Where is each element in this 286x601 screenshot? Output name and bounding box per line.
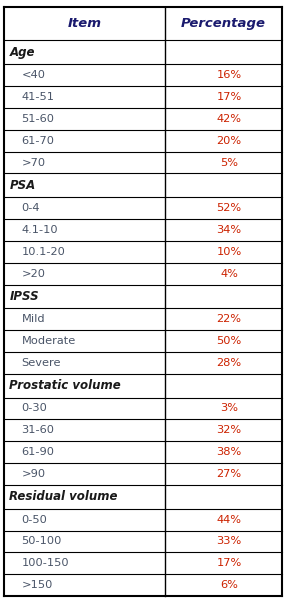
Text: <40: <40 [21,70,45,80]
Text: 100-150: 100-150 [21,558,69,569]
Text: 0-50: 0-50 [21,514,47,525]
Text: 20%: 20% [217,136,242,145]
Text: 52%: 52% [217,203,242,213]
Text: 17%: 17% [217,92,242,102]
Text: >70: >70 [21,157,45,168]
Text: 50-100: 50-100 [21,537,62,546]
Text: 31-60: 31-60 [21,426,54,435]
Text: Residual volume: Residual volume [9,490,118,504]
Text: 50%: 50% [217,336,242,346]
Text: 33%: 33% [217,537,242,546]
Text: 6%: 6% [220,580,238,590]
Text: 10.1-20: 10.1-20 [21,247,65,257]
Text: Prostatic volume: Prostatic volume [9,379,121,392]
Text: 17%: 17% [217,558,242,569]
Text: 4.1-10: 4.1-10 [21,225,58,235]
Text: >20: >20 [21,269,45,279]
Text: 22%: 22% [217,314,242,324]
Text: PSA: PSA [9,179,36,192]
Text: 32%: 32% [217,426,242,435]
Text: 51-60: 51-60 [21,114,54,124]
Text: 61-90: 61-90 [21,447,54,457]
Text: Age: Age [9,46,35,59]
Text: 41-51: 41-51 [21,92,54,102]
Text: Percentage: Percentage [181,17,266,30]
Text: Item: Item [68,17,102,30]
Text: 44%: 44% [217,514,242,525]
Text: 10%: 10% [217,247,242,257]
Text: Mild: Mild [21,314,45,324]
Text: 42%: 42% [217,114,242,124]
Text: >150: >150 [21,580,53,590]
Text: 5%: 5% [220,157,238,168]
Text: 38%: 38% [217,447,242,457]
Text: 4%: 4% [220,269,238,279]
Text: 16%: 16% [217,70,242,80]
Text: 27%: 27% [217,469,242,479]
Text: 28%: 28% [217,358,242,368]
Text: Moderate: Moderate [21,336,76,346]
Text: 0-4: 0-4 [21,203,40,213]
Text: 3%: 3% [220,403,238,413]
Text: 0-30: 0-30 [21,403,47,413]
Text: Severe: Severe [21,358,61,368]
Text: 61-70: 61-70 [21,136,54,145]
Text: 34%: 34% [217,225,242,235]
Text: IPSS: IPSS [9,290,39,303]
Text: >90: >90 [21,469,45,479]
